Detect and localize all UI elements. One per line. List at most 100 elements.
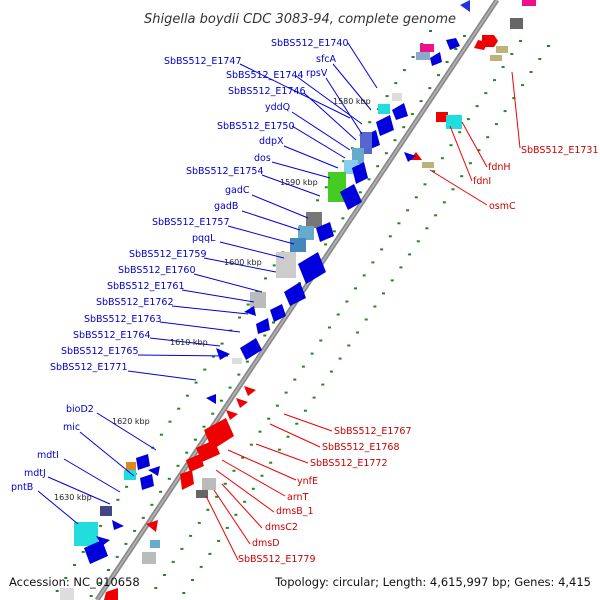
gene-label: SbBS512_E1759 [129, 249, 207, 260]
gene-box [124, 470, 136, 480]
gene-box [100, 506, 112, 516]
gc-dot [414, 196, 418, 199]
leader-line [283, 413, 333, 432]
gc-dot [107, 569, 110, 571]
gene-label: SbBS512_E1746 [228, 86, 306, 97]
gene-arrow [392, 103, 408, 120]
gc-dot [356, 331, 359, 334]
gene-arrow [270, 304, 286, 322]
gene-arrow [244, 386, 256, 396]
gc-dot [388, 235, 392, 238]
gene-box [422, 162, 434, 168]
gene-label: osmC [489, 201, 516, 212]
gc-dot [180, 547, 184, 550]
gc-dot [284, 391, 288, 394]
gc-dot [263, 334, 267, 337]
gc-dot [167, 477, 171, 480]
gene-arrow [446, 38, 460, 50]
gc-dot [249, 443, 253, 446]
gc-dot [272, 264, 276, 267]
gc-dot [416, 240, 420, 243]
gc-dot [159, 433, 163, 436]
gc-dot [423, 183, 427, 186]
gene-label: pntB [11, 482, 33, 493]
gc-dot [73, 564, 76, 566]
gc-dot [486, 136, 490, 139]
leader-line [269, 423, 321, 448]
leader-line [227, 449, 297, 481]
gc-dot [468, 162, 472, 165]
gc-dot [373, 305, 377, 308]
gc-dot [220, 342, 224, 345]
leader-line [283, 145, 339, 169]
gc-dot [234, 513, 238, 516]
gc-dot [410, 113, 414, 116]
gene-label: SbBS512_E1740 [271, 38, 349, 49]
gene-label: SbBS512_E1763 [84, 314, 162, 325]
gc-dot [425, 227, 429, 230]
gc-dot [310, 352, 314, 355]
gc-dot [529, 71, 533, 73]
gene-label: SbBS512_E1772 [310, 458, 388, 469]
leader-line [149, 337, 221, 347]
gene-box [150, 540, 160, 548]
gene-label: SbBS512_E1761 [107, 281, 185, 292]
leader-line [303, 92, 357, 141]
gc-dot [445, 61, 449, 63]
gene-arrow [136, 454, 150, 470]
gc-dot [342, 160, 346, 163]
gc-dot [547, 45, 550, 47]
gene-label: ddpX [259, 136, 284, 147]
gc-dot [286, 435, 290, 438]
gc-dot [202, 425, 206, 428]
gc-dot [393, 139, 397, 142]
leader-line [325, 77, 363, 135]
gc-dot [368, 121, 372, 124]
gene-arrow [148, 466, 160, 476]
gc-dot [538, 58, 542, 60]
gc-dot [503, 110, 507, 113]
gene-arrow [474, 40, 488, 50]
leader-line [221, 459, 286, 497]
gene-label: fdnI [473, 176, 491, 187]
gene-label: fdnH [488, 162, 511, 173]
gene-label: yddQ [265, 102, 290, 113]
gene-box [298, 226, 314, 240]
gc-dot [182, 592, 186, 594]
gc-dot [519, 40, 522, 42]
gc-dot [403, 69, 406, 72]
gc-dot [394, 82, 398, 85]
gc-dot [460, 175, 464, 178]
gene-label: sfcA [316, 54, 337, 65]
gene-box [522, 0, 536, 6]
leader-line [215, 469, 275, 513]
gc-dot [390, 279, 394, 282]
leader-line [193, 273, 263, 293]
gene-label: dmsD [252, 538, 280, 549]
gene-label: SbBS512_E1731 [521, 145, 599, 156]
gene-label: ynfE [297, 476, 318, 487]
gc-dot [301, 365, 305, 368]
gc-dot [99, 524, 103, 527]
gene-box [306, 212, 322, 228]
gc-dot [243, 500, 247, 503]
gc-dot [246, 303, 250, 306]
gc-dot [150, 503, 154, 506]
gene-arrow [146, 520, 158, 532]
gc-dot [208, 552, 212, 555]
gc-dot [245, 360, 249, 363]
gene-box [232, 358, 242, 364]
gc-dot [154, 587, 158, 589]
gc-dot [384, 152, 388, 155]
leader-line [461, 121, 488, 168]
gene-label: mdtJ [24, 468, 46, 479]
gc-dot [428, 87, 432, 90]
gene-box [420, 44, 434, 52]
gene-label: gadB [214, 201, 238, 212]
gc-dot [408, 253, 412, 256]
gc-dot [338, 357, 342, 360]
gc-dot [324, 243, 328, 246]
leader-line [511, 71, 521, 149]
gene-label: mic [63, 422, 80, 433]
